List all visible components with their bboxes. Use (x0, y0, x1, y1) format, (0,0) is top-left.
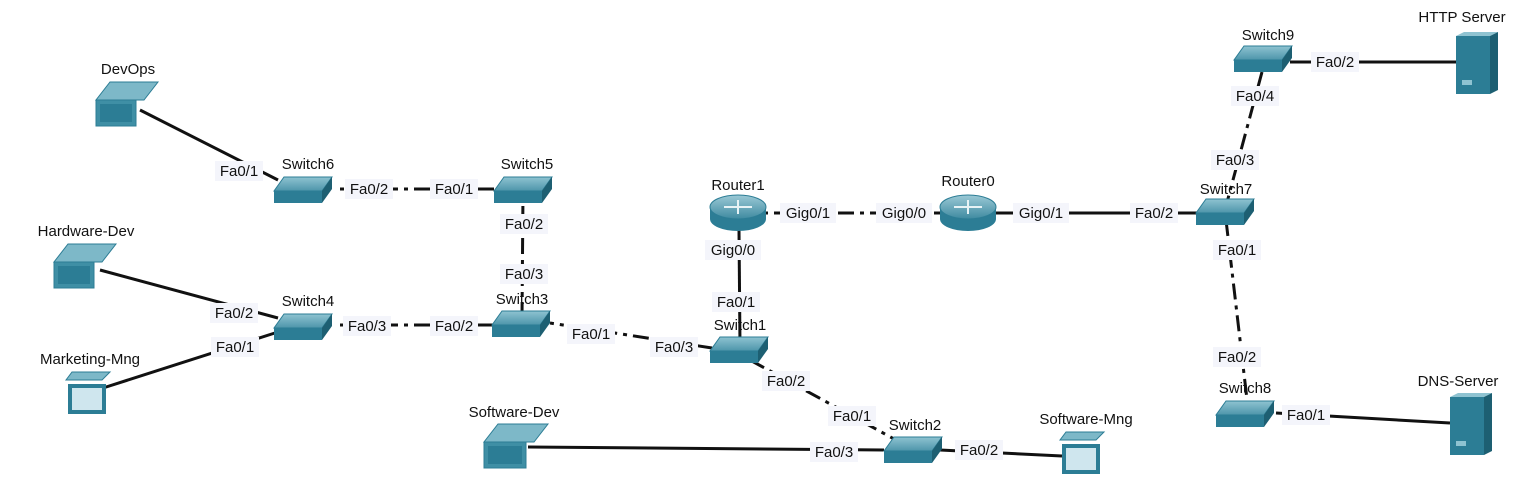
port-label: Gig0/1 (1013, 203, 1069, 223)
port-label: Fa0/2 (955, 440, 1003, 460)
port-label: Fa0/1 (430, 179, 478, 199)
port-label-text: Fa0/2 (505, 216, 543, 233)
port-label-text: Fa0/2 (350, 181, 388, 198)
port-label-text: Fa0/2 (215, 305, 253, 322)
device-name-switch6: Switch6 (282, 156, 335, 173)
device-name-switch1: Switch1 (714, 317, 767, 334)
http-server-icon[interactable] (1456, 32, 1498, 94)
port-label: Gig0/0 (876, 203, 932, 223)
port-label: Fa0/1 (211, 337, 259, 357)
port-label-text: Fa0/1 (220, 163, 258, 180)
port-label-text: Fa0/4 (1236, 88, 1274, 105)
device-name-switch5: Switch5 (501, 156, 554, 173)
device-name-http-server: HTTP Server (1418, 9, 1505, 26)
switch9-icon[interactable] (1233, 45, 1293, 72)
port-label-text: Fa0/3 (505, 266, 543, 283)
port-label: Fa0/4 (1231, 86, 1279, 106)
port-label-text: Fa0/3 (348, 318, 386, 335)
switch7-icon[interactable] (1195, 198, 1255, 225)
device-name-marketing-mng: Marketing-Mng (40, 351, 140, 368)
port-label-text: Fa0/1 (717, 294, 755, 311)
device-name-switch4: Switch4 (282, 293, 335, 310)
devices (52, 32, 1498, 474)
switch1-icon[interactable] (709, 336, 769, 363)
port-label: Fa0/3 (810, 442, 858, 462)
port-label-text: Fa0/1 (833, 408, 871, 425)
device-name-dns-server: DNS-Server (1418, 373, 1499, 390)
switch5-icon[interactable] (493, 176, 553, 203)
device-name-router0: Router0 (941, 173, 994, 190)
port-labels: Fa0/2 Fa0/4 Fa0/3 Fa0/2 Fa0/1 Gig0/1 Gig… (210, 52, 1359, 462)
port-label-text: Fa0/2 (1135, 205, 1173, 222)
device-name-software-dev: Software-Dev (469, 404, 560, 421)
port-label-text: Fa0/1 (572, 326, 610, 343)
dns-server-icon[interactable] (1450, 393, 1492, 455)
port-label: Fa0/3 (650, 337, 698, 357)
port-label-text: Gig0/0 (882, 205, 926, 222)
switch2-icon[interactable] (883, 436, 943, 463)
switch8-icon[interactable] (1215, 400, 1275, 427)
device-name-switch9: Switch9 (1242, 27, 1295, 44)
device-name-hardware-dev: Hardware-Dev (38, 223, 135, 240)
port-label: Fa0/1 (828, 406, 876, 426)
port-label-text: Fa0/1 (1287, 407, 1325, 424)
port-label: Fa0/3 (343, 316, 391, 336)
switch6-icon[interactable] (273, 176, 333, 203)
router1-icon[interactable] (709, 194, 767, 231)
port-label: Fa0/3 (1211, 150, 1259, 170)
port-label: Fa0/2 (345, 179, 393, 199)
device-name-switch2: Switch2 (889, 417, 942, 434)
marketing-mng-pc-icon[interactable] (65, 371, 112, 414)
port-label-text: Fa0/2 (1218, 349, 1256, 366)
port-label-text: Fa0/3 (815, 444, 853, 461)
port-label-text: Fa0/1 (1218, 242, 1256, 259)
port-label: Fa0/3 (500, 264, 548, 284)
device-name-switch7: Switch7 (1200, 181, 1253, 198)
port-label: Gig0/1 (780, 203, 836, 223)
port-label-text: Fa0/2 (435, 318, 473, 335)
port-label-text: Fa0/1 (216, 339, 254, 356)
switch4-icon[interactable] (273, 313, 333, 340)
port-label-text: Fa0/1 (435, 181, 473, 198)
port-label: Fa0/1 (712, 292, 760, 312)
software-mng-pc-icon[interactable] (1059, 431, 1106, 474)
router0-icon[interactable] (939, 194, 997, 231)
port-label-text: Fa0/2 (767, 373, 805, 390)
port-label: Fa0/2 (210, 303, 258, 323)
port-label-text: Fa0/3 (655, 339, 693, 356)
link-switch1-switch2 (749, 358, 906, 447)
port-label: Fa0/1 (215, 161, 263, 181)
device-name-software-mng: Software-Mng (1039, 411, 1132, 428)
port-label: Fa0/1 (1213, 240, 1261, 260)
software-dev-laptop-icon[interactable] (482, 423, 550, 469)
port-label: Fa0/2 (1130, 203, 1178, 223)
port-label: Fa0/2 (1311, 52, 1359, 72)
port-label: Gig0/0 (705, 240, 761, 260)
device-name-router1: Router1 (711, 177, 764, 194)
hardware-dev-laptop-icon[interactable] (52, 243, 118, 289)
port-label-text: Gig0/0 (711, 242, 755, 259)
port-label: Fa0/1 (1282, 405, 1330, 425)
device-names: HTTP Server Switch9 DevOps Switch6 Switc… (38, 9, 1506, 434)
switch3-icon[interactable] (491, 310, 551, 337)
port-label: Fa0/2 (762, 371, 810, 391)
port-label: Fa0/2 (500, 214, 548, 234)
device-name-devops: DevOps (101, 61, 155, 78)
devops-laptop-icon[interactable] (94, 81, 160, 127)
device-name-switch8: Switch8 (1219, 380, 1272, 397)
link-switch3-switch5 (520, 191, 525, 319)
port-label-text: Gig0/1 (1019, 205, 1063, 222)
port-label: Fa0/1 (567, 324, 615, 344)
port-label: Fa0/2 (430, 316, 478, 336)
port-label-text: Fa0/2 (960, 442, 998, 459)
port-label-text: Gig0/1 (786, 205, 830, 222)
port-label: Fa0/2 (1213, 347, 1261, 367)
port-label-text: Fa0/3 (1216, 152, 1254, 169)
device-name-switch3: Switch3 (496, 291, 549, 308)
port-label-text: Fa0/2 (1316, 54, 1354, 71)
